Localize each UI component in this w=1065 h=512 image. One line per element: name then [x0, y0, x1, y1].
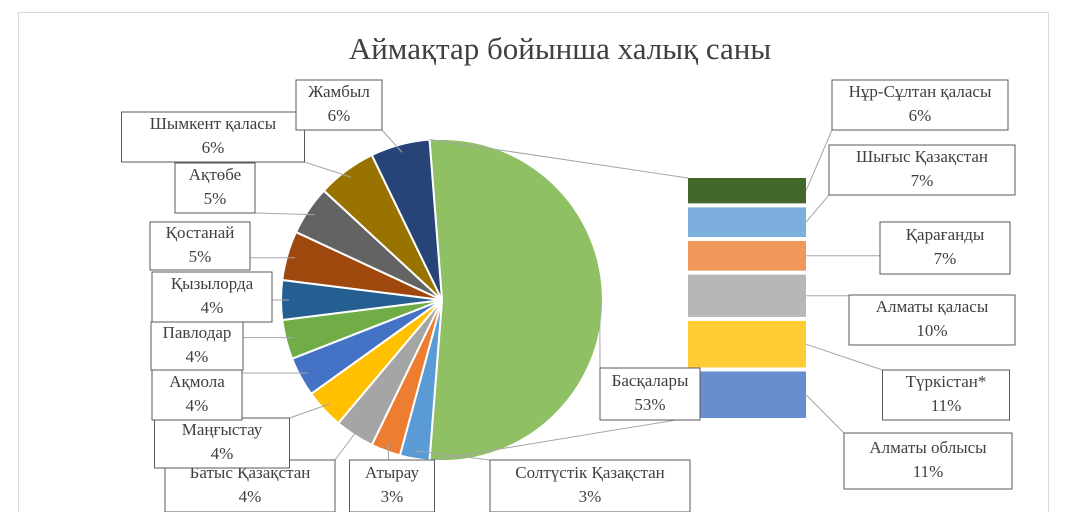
- data-label-box: [295, 79, 383, 131]
- label-name: Солтүстік Қазақстан: [515, 463, 664, 482]
- data-label-box: [882, 369, 1010, 421]
- bar-segment: [688, 241, 806, 271]
- bar-segment: [688, 320, 806, 368]
- label-value: 10%: [916, 321, 947, 340]
- label-value: 3%: [381, 487, 404, 506]
- label-value: 6%: [328, 106, 351, 125]
- data-label-box: [828, 144, 1016, 196]
- label-value: 7%: [934, 249, 957, 268]
- label-name: Жамбыл: [308, 82, 370, 101]
- label-value: 7%: [911, 171, 934, 190]
- label-value: 6%: [202, 138, 225, 157]
- label-name: Атырау: [365, 463, 419, 482]
- data-label-box: [879, 221, 1011, 275]
- leader-line: [334, 428, 360, 461]
- data-label-box: [121, 111, 305, 163]
- label-name: Алматы облысы: [869, 438, 987, 457]
- label-value: 6%: [909, 106, 932, 125]
- leader-line: [381, 129, 403, 153]
- data-label-box: [164, 459, 336, 512]
- label-name: Шығыс Қазақстан: [856, 147, 988, 166]
- label-value: 4%: [201, 298, 224, 317]
- label-name: Алматы қаласы: [876, 297, 989, 316]
- data-label-box: [843, 432, 1013, 490]
- data-label-box: [349, 459, 435, 512]
- label-value: 4%: [211, 444, 234, 463]
- bar-segment: [688, 207, 806, 237]
- leader-line: [304, 161, 352, 178]
- label-name: Шымкент қаласы: [150, 114, 277, 133]
- leader-line: [289, 403, 330, 419]
- label-name: Нұр-Сұлтан қаласы: [849, 82, 992, 101]
- label-name: Қызылорда: [171, 274, 254, 293]
- data-label-box: [151, 369, 243, 421]
- leader-line: [805, 343, 883, 371]
- chart-title: Аймақтар бойынша халық саны: [349, 31, 772, 66]
- label-value: 11%: [913, 462, 944, 481]
- leader-line: [805, 129, 833, 191]
- connector-line: [429, 417, 689, 462]
- leader-line: [254, 212, 316, 216]
- leader-line: [415, 450, 491, 461]
- label-name: Ақмола: [169, 372, 225, 391]
- bar-segment: [688, 274, 806, 317]
- data-label-box: [151, 271, 273, 323]
- label-name: Ақтөбе: [189, 165, 241, 184]
- bar-segment: [688, 178, 806, 204]
- data-label-box: [848, 294, 1016, 346]
- label-name: Қостанай: [166, 223, 235, 242]
- leader-line: [805, 194, 830, 223]
- bar-segment: [688, 371, 806, 418]
- label-value: 3%: [579, 487, 602, 506]
- data-label-box: [599, 367, 701, 421]
- label-value: 4%: [186, 396, 209, 415]
- label-value: 53%: [634, 395, 665, 414]
- label-name: Павлодар: [163, 323, 232, 342]
- label-name: Түркістан*: [906, 372, 987, 391]
- label-value: 4%: [239, 487, 262, 506]
- connector-line: [429, 138, 689, 179]
- label-name: Қарағанды: [906, 225, 985, 244]
- data-label-box: [831, 79, 1009, 131]
- label-value: 5%: [189, 247, 212, 266]
- label-value: 4%: [186, 347, 209, 366]
- leader-line: [805, 394, 845, 434]
- data-label-box: [489, 459, 691, 512]
- label-value: 5%: [204, 189, 227, 208]
- pie-slice: [370, 138, 443, 301]
- label-name: Маңғыстау: [182, 420, 263, 439]
- label-value: 11%: [931, 396, 962, 415]
- data-label-box: [174, 162, 256, 214]
- label-name: Басқалары: [612, 371, 689, 390]
- data-label-box: [149, 221, 251, 271]
- data-label-box: [154, 417, 290, 469]
